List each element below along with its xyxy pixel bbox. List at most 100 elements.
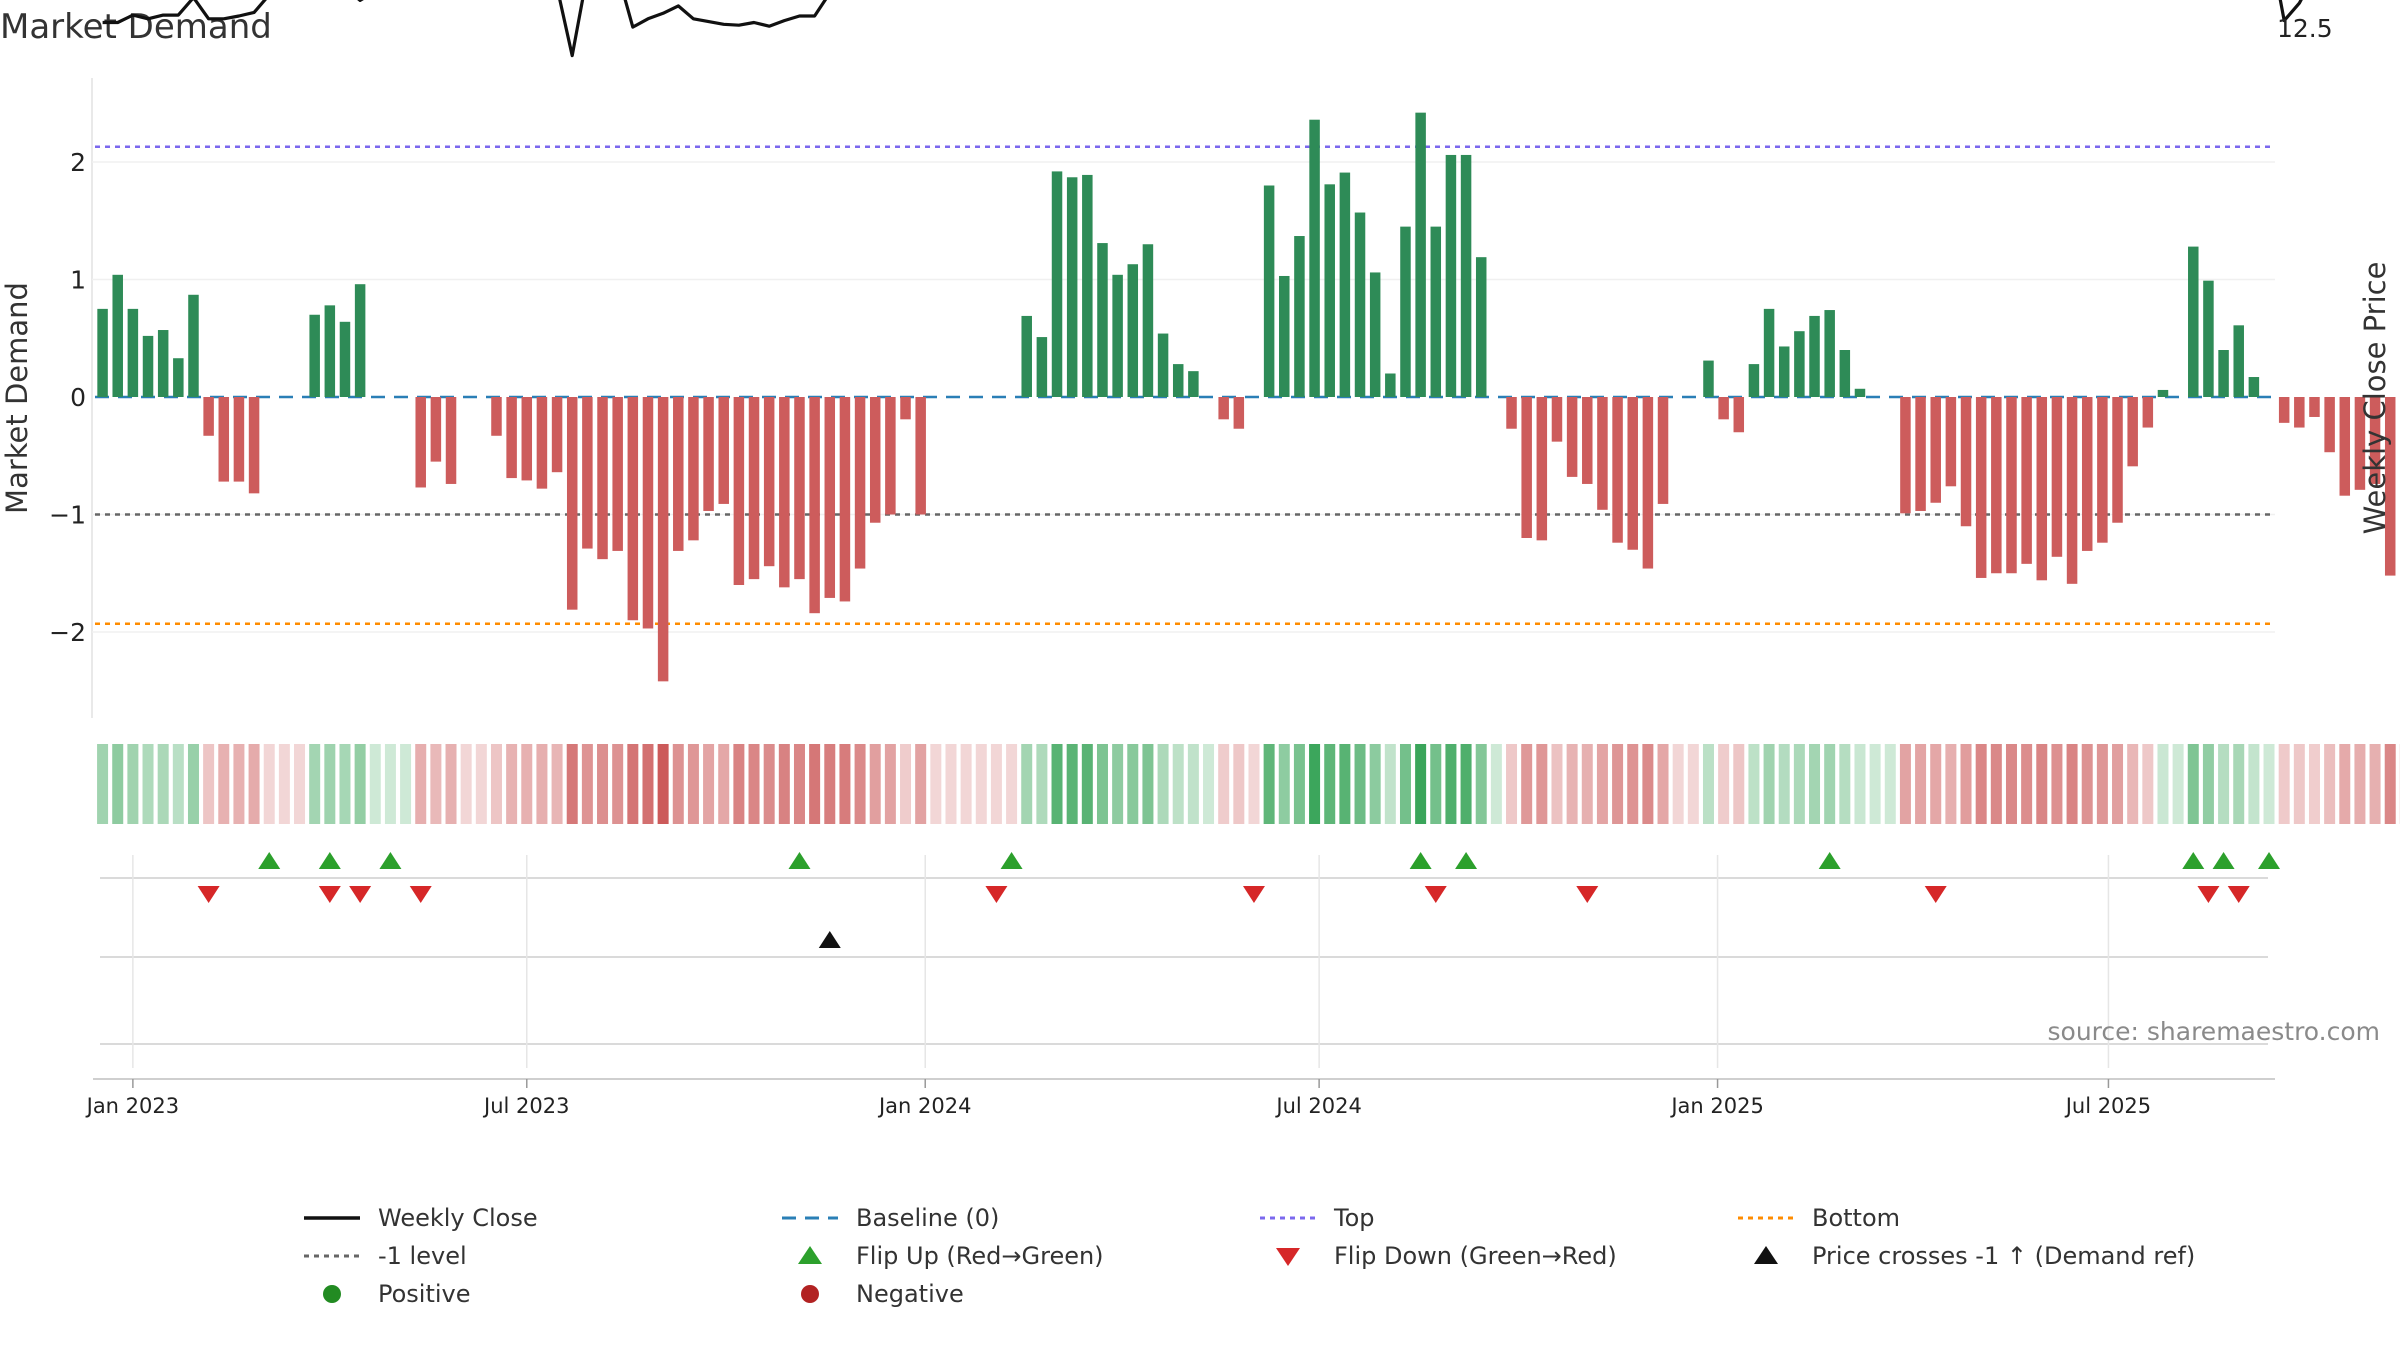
demand-bar [733, 397, 745, 585]
dotted-line-icon [304, 1254, 360, 1258]
heat-cell [1051, 744, 1063, 824]
demand-bar [2339, 397, 2351, 496]
heat-cell [1384, 744, 1396, 824]
heat-cell [157, 744, 169, 824]
heat-cell [718, 744, 730, 824]
heat-cell [915, 744, 927, 824]
legend-flip-down: Flip Down (Green→Red) [1256, 1238, 1617, 1274]
demand-bar [1369, 272, 1381, 397]
heat-cell [2021, 744, 2033, 824]
demand-bar [1430, 226, 1442, 397]
heat-cell [1612, 744, 1624, 824]
heat-cell [2233, 744, 2245, 824]
cross-marker [818, 931, 841, 948]
demand-bar [1400, 226, 1411, 397]
demand-bars [97, 112, 2396, 682]
demand-bar [2066, 397, 2078, 584]
heat-cell [1172, 744, 1184, 824]
flip-down-marker [1242, 886, 1265, 903]
flip-up-marker [788, 852, 811, 869]
demand-bar [1263, 185, 1275, 397]
heat-cell [1006, 744, 1018, 824]
heat-cell [551, 744, 563, 824]
demand-bar [521, 397, 533, 481]
heat-cell [778, 744, 790, 824]
heat-cell [2324, 744, 2336, 824]
demand-bar [763, 397, 775, 567]
flip-up-marker [258, 852, 281, 869]
heat-cell [1066, 744, 1078, 824]
chart-title: Market Demand [0, 7, 272, 47]
heat-cell [2278, 744, 2290, 824]
flip-up-marker [318, 852, 341, 869]
heat-cell [733, 744, 745, 824]
demand-bar [1157, 333, 1169, 397]
y-tick-label: 1 [70, 266, 86, 295]
demand-bar [2006, 397, 2017, 574]
heat-cell [475, 744, 487, 824]
demand-bar [1112, 274, 1123, 397]
demand-bar [1460, 154, 1472, 397]
demand-bar [1036, 337, 1048, 397]
heat-cell [1975, 744, 1987, 824]
heat-cell [1430, 744, 1442, 824]
flip-up-marker [2258, 852, 2281, 869]
triangle-up-icon [798, 1246, 822, 1264]
demand-bar [1021, 315, 1032, 397]
heat-cell [1233, 744, 1245, 824]
heat-cell [1263, 744, 1275, 824]
demand-bar [2354, 397, 2366, 490]
demand-bar [97, 308, 108, 397]
demand-bar [1415, 112, 1426, 398]
demand-bar [1945, 397, 1957, 487]
demand-bar [1778, 346, 1790, 397]
heat-cell [1248, 744, 1260, 824]
legend-top: Top [1256, 1200, 1375, 1236]
heat-cell [1778, 744, 1790, 824]
heat-cell [1748, 744, 1760, 824]
heat-cell [1521, 744, 1533, 824]
demand-bar [127, 308, 139, 397]
demand-bar [1051, 171, 1063, 397]
heat-cell [1884, 744, 1896, 824]
heat-cell [1339, 744, 1351, 824]
demand-bar [673, 397, 684, 551]
line-icon [304, 1216, 360, 1220]
demand-bar [1385, 373, 1396, 397]
heat-cell [263, 744, 275, 824]
heat-cell [930, 744, 942, 824]
demand-bar [142, 335, 154, 397]
heat-cell [1142, 744, 1154, 824]
heat-cell [1187, 744, 1199, 824]
heat-cell [1990, 744, 2002, 824]
demand-bar [1551, 397, 1563, 442]
flip-down-marker [985, 886, 1008, 903]
heat-cell [824, 744, 836, 824]
heat-cell [1733, 744, 1745, 824]
heat-cell [1596, 744, 1608, 824]
demand-bar [900, 397, 911, 420]
demand-bar [430, 397, 442, 462]
demand-bar [1839, 350, 1851, 397]
demand-bar [1566, 397, 1578, 477]
demand-bar [1763, 308, 1775, 397]
demand-bar [2051, 397, 2063, 557]
demand-bar [1475, 257, 1487, 397]
heat-cell [2142, 744, 2154, 824]
heat-cell [1021, 744, 1033, 824]
demand-bar [1960, 397, 1972, 527]
legend-positive: Positive [300, 1276, 471, 1312]
demand-bar [1097, 243, 1108, 397]
flip-up-marker [2212, 852, 2235, 869]
demand-bar [1324, 184, 1335, 397]
demand-bar [1188, 371, 1199, 397]
y2-axis-label: Weekly Close Price [2358, 262, 2392, 535]
demand-bar [718, 397, 729, 504]
heat-cell [2202, 744, 2214, 824]
heat-cell [1960, 744, 1972, 824]
demand-bar [1991, 397, 2002, 574]
demand-bar [915, 397, 926, 515]
heat-cell [657, 744, 669, 824]
demand-bar [2384, 397, 2396, 576]
heat-cell [1536, 744, 1548, 824]
